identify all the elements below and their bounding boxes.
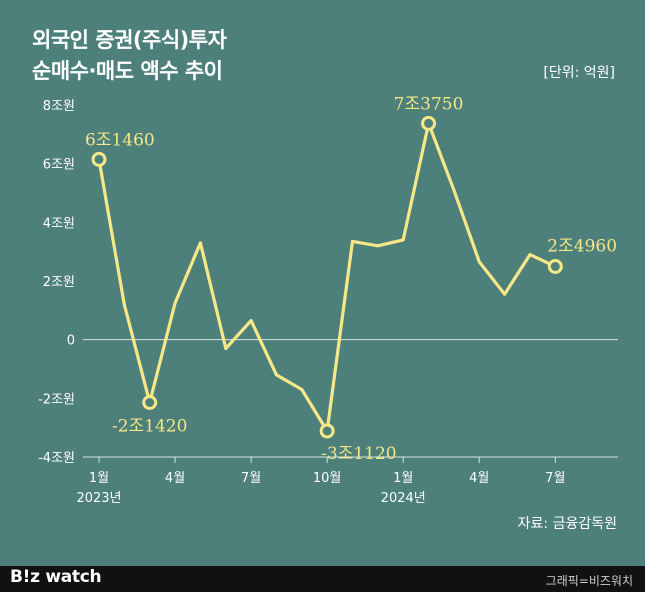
y-tick-label: 8조원	[43, 99, 75, 114]
x-tick-year-label: 2024년	[381, 491, 426, 506]
x-tick-label: 7월	[545, 471, 565, 486]
x-tick-label: 4월	[469, 471, 489, 486]
source-label: 자료: 금융감독원	[517, 516, 617, 532]
y-tick-label: 2조원	[43, 275, 75, 290]
data-point-marker	[91, 151, 107, 167]
y-tick-label: -4조원	[38, 451, 75, 466]
bizwatch-logo: B!z watch	[10, 567, 102, 587]
x-tick-label: 1월	[393, 471, 413, 486]
x-tick-label: 4월	[165, 471, 185, 486]
y-tick-label: -2조원	[38, 392, 75, 407]
data-label: 6조1460	[85, 130, 155, 150]
graphic-credit: 그래픽=비즈워치	[545, 574, 633, 588]
footer-bar: B!z watch 그래픽=비즈워치	[0, 566, 645, 592]
data-label: -2조1420	[112, 416, 187, 436]
chart-title-line1: 외국인 증권(주식)투자	[32, 28, 227, 52]
y-tick-label: 0	[67, 334, 75, 349]
data-point-marker	[319, 423, 335, 439]
unit-label: [단위: 억원]	[543, 65, 615, 81]
data-point-marker	[142, 394, 158, 410]
x-tick-label: 1월	[89, 471, 109, 486]
data-label: -3조1120	[321, 444, 396, 464]
y-tick-label: 4조원	[43, 216, 75, 231]
y-tick-label: 6조원	[43, 158, 75, 173]
x-tick-label: 7월	[241, 471, 261, 486]
chart-title-line2: 순매수·매도 액수 추이	[32, 59, 223, 83]
series-line	[97, 121, 557, 433]
data-point-marker	[547, 258, 563, 274]
x-tick-label: 10월	[313, 471, 342, 486]
data-label: 2조4960	[547, 236, 617, 256]
data-point-marker	[421, 115, 437, 131]
data-label: 7조3750	[394, 94, 464, 114]
x-tick-year-label: 2023년	[76, 491, 121, 506]
